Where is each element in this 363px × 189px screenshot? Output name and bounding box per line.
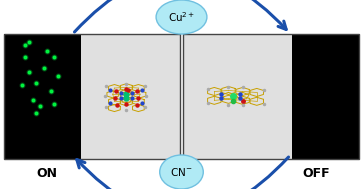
Ellipse shape	[156, 0, 207, 34]
Bar	[183, 34, 293, 159]
Ellipse shape	[160, 155, 203, 189]
FancyArrowPatch shape	[77, 157, 289, 189]
Bar	[293, 34, 359, 159]
Text: OFF: OFF	[302, 167, 330, 180]
Bar	[183, 34, 359, 159]
Bar	[4, 34, 180, 159]
Text: CN$^{-}$: CN$^{-}$	[170, 166, 193, 178]
Bar	[81, 34, 180, 159]
FancyArrowPatch shape	[74, 0, 286, 32]
Text: ON: ON	[37, 167, 58, 180]
Bar	[4, 34, 81, 159]
Text: Cu$^{2+}$: Cu$^{2+}$	[168, 10, 195, 24]
